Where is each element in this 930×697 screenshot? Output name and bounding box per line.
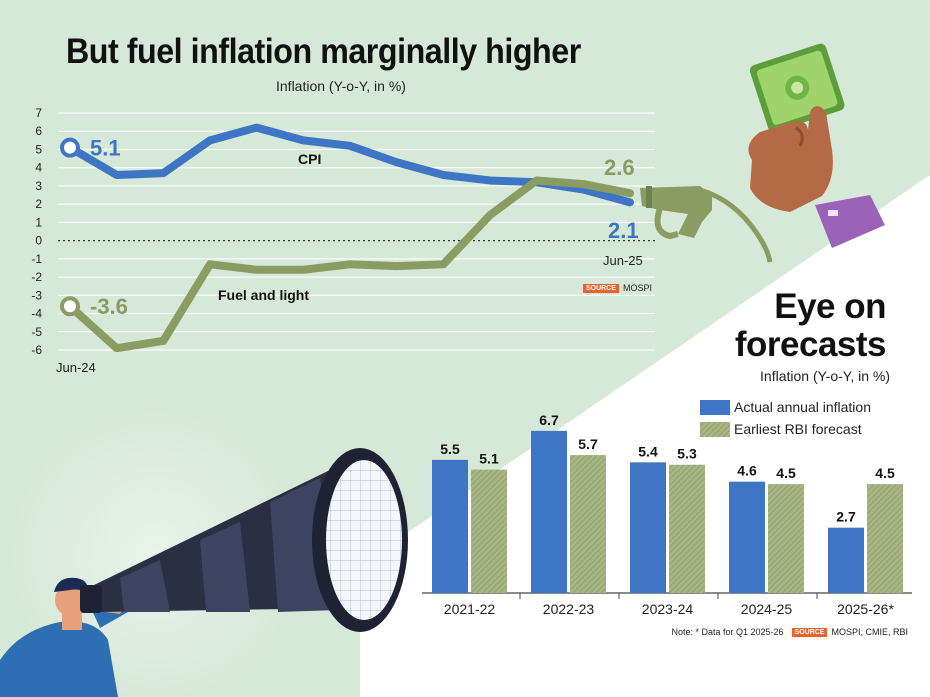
bar-actual-label: 4.6	[737, 463, 757, 479]
bar-actual	[828, 527, 864, 593]
bar-forecast	[471, 469, 507, 593]
line-chart-source: SOURCE MOSPI	[583, 283, 652, 294]
bar-forecast	[669, 464, 705, 593]
y-tick-label: 3	[35, 179, 42, 193]
y-tick-label: 5	[35, 142, 42, 156]
cpi-start-marker	[60, 137, 80, 158]
telescope-person-illustration	[0, 448, 408, 697]
x-end-label: Jun-25	[603, 253, 643, 268]
x-category-label: 2022-23	[543, 601, 595, 617]
bar-forecast	[867, 484, 903, 593]
legend-forecast: Earliest RBI forecast	[734, 421, 862, 437]
source-text: MOSPI	[622, 283, 652, 293]
source-tag: SOURCE	[791, 628, 828, 638]
y-tick-label: 7	[35, 106, 42, 120]
source-text: MOSPI, CMIE, RBI	[831, 627, 908, 637]
bar-actual-label: 5.5	[440, 441, 460, 457]
line-chart: 7 6 5 4 3 2 1 0 -1 -2 -3 -4 -5 -6 5.1 -3.6 2.1 2.6 CPI Fuel…	[31, 106, 655, 375]
y-tick-label: 6	[35, 124, 42, 138]
bar-actual-label: 6.7	[539, 412, 559, 428]
y-tick-label: -6	[31, 343, 42, 357]
bar-actual	[729, 481, 765, 593]
bar-forecast-label: 5.1	[479, 451, 499, 467]
source-tag: SOURCE	[583, 284, 619, 294]
y-tick-label: 2	[35, 197, 42, 211]
bar-forecast-label: 5.7	[578, 436, 598, 452]
y-tick-label: 0	[35, 234, 42, 248]
cpi-start-label: 5.1	[90, 136, 121, 161]
bar-actual-label: 5.4	[638, 443, 658, 459]
fuel-start-marker	[60, 296, 80, 317]
fuel-end-label: 2.6	[604, 155, 635, 180]
legend-swatch-actual	[700, 400, 730, 415]
bar-forecast	[570, 455, 606, 593]
bar-chart-title-line2: forecasts	[734, 325, 887, 364]
bar-chart-title: Eye on forecasts	[734, 287, 887, 364]
y-tick-label: 4	[35, 161, 42, 175]
fuel-series-label: Fuel and light	[218, 287, 309, 303]
hand-with-money-icon	[748, 43, 885, 248]
fuel-nozzle-icon	[640, 186, 773, 263]
bar-chart-source: Note: * Data for Q1 2025-26 SOURCE MOSPI, …	[671, 627, 908, 638]
bar-chart: 5.5 5.1 2021-22 6.7 5.7 2022-23 5.4 5.3 2023-24 4…	[422, 412, 912, 617]
bar-forecast-label: 4.5	[776, 465, 796, 481]
bar-chart-subtitle: Inflation (Y-o-Y, in %)	[760, 368, 890, 384]
bar-forecast	[768, 484, 804, 593]
legend-actual: Actual annual inflation	[734, 399, 871, 415]
x-category-label: 2021-22	[444, 601, 496, 617]
y-tick-label: -3	[31, 288, 42, 302]
y-tick-label: -5	[31, 325, 42, 339]
y-tick-label: -2	[31, 270, 42, 284]
note-text: Note: * Data for Q1 2025-26	[671, 627, 784, 637]
x-category-label: 2023-24	[642, 601, 694, 617]
bar-actual-label: 2.7	[836, 509, 856, 525]
bar-actual	[432, 459, 468, 593]
y-tick-label: -4	[31, 307, 42, 321]
y-tick-label: 1	[35, 215, 42, 229]
bar-forecast-label: 4.5	[875, 465, 895, 481]
line-chart-subtitle: Inflation (Y-o-Y, in %)	[276, 78, 406, 94]
x-category-label: 2024-25	[741, 601, 793, 617]
bar-chart-title-line1: Eye on	[774, 287, 886, 326]
fuel-start-label: -3.6	[90, 294, 128, 319]
y-tick-label: -1	[31, 252, 42, 266]
cpi-series-label: CPI	[298, 151, 321, 167]
line-chart-title: But fuel inflation marginally higher	[66, 32, 581, 71]
fuel-line	[66, 176, 634, 353]
bar-forecast-label: 5.3	[677, 446, 697, 462]
bar-actual	[630, 462, 666, 593]
legend-swatch-forecast	[700, 422, 730, 437]
x-category-label: 2025-26*	[837, 601, 894, 617]
x-start-label: Jun-24	[56, 360, 96, 375]
bar-actual	[531, 430, 567, 593]
cpi-end-label: 2.1	[608, 218, 639, 243]
